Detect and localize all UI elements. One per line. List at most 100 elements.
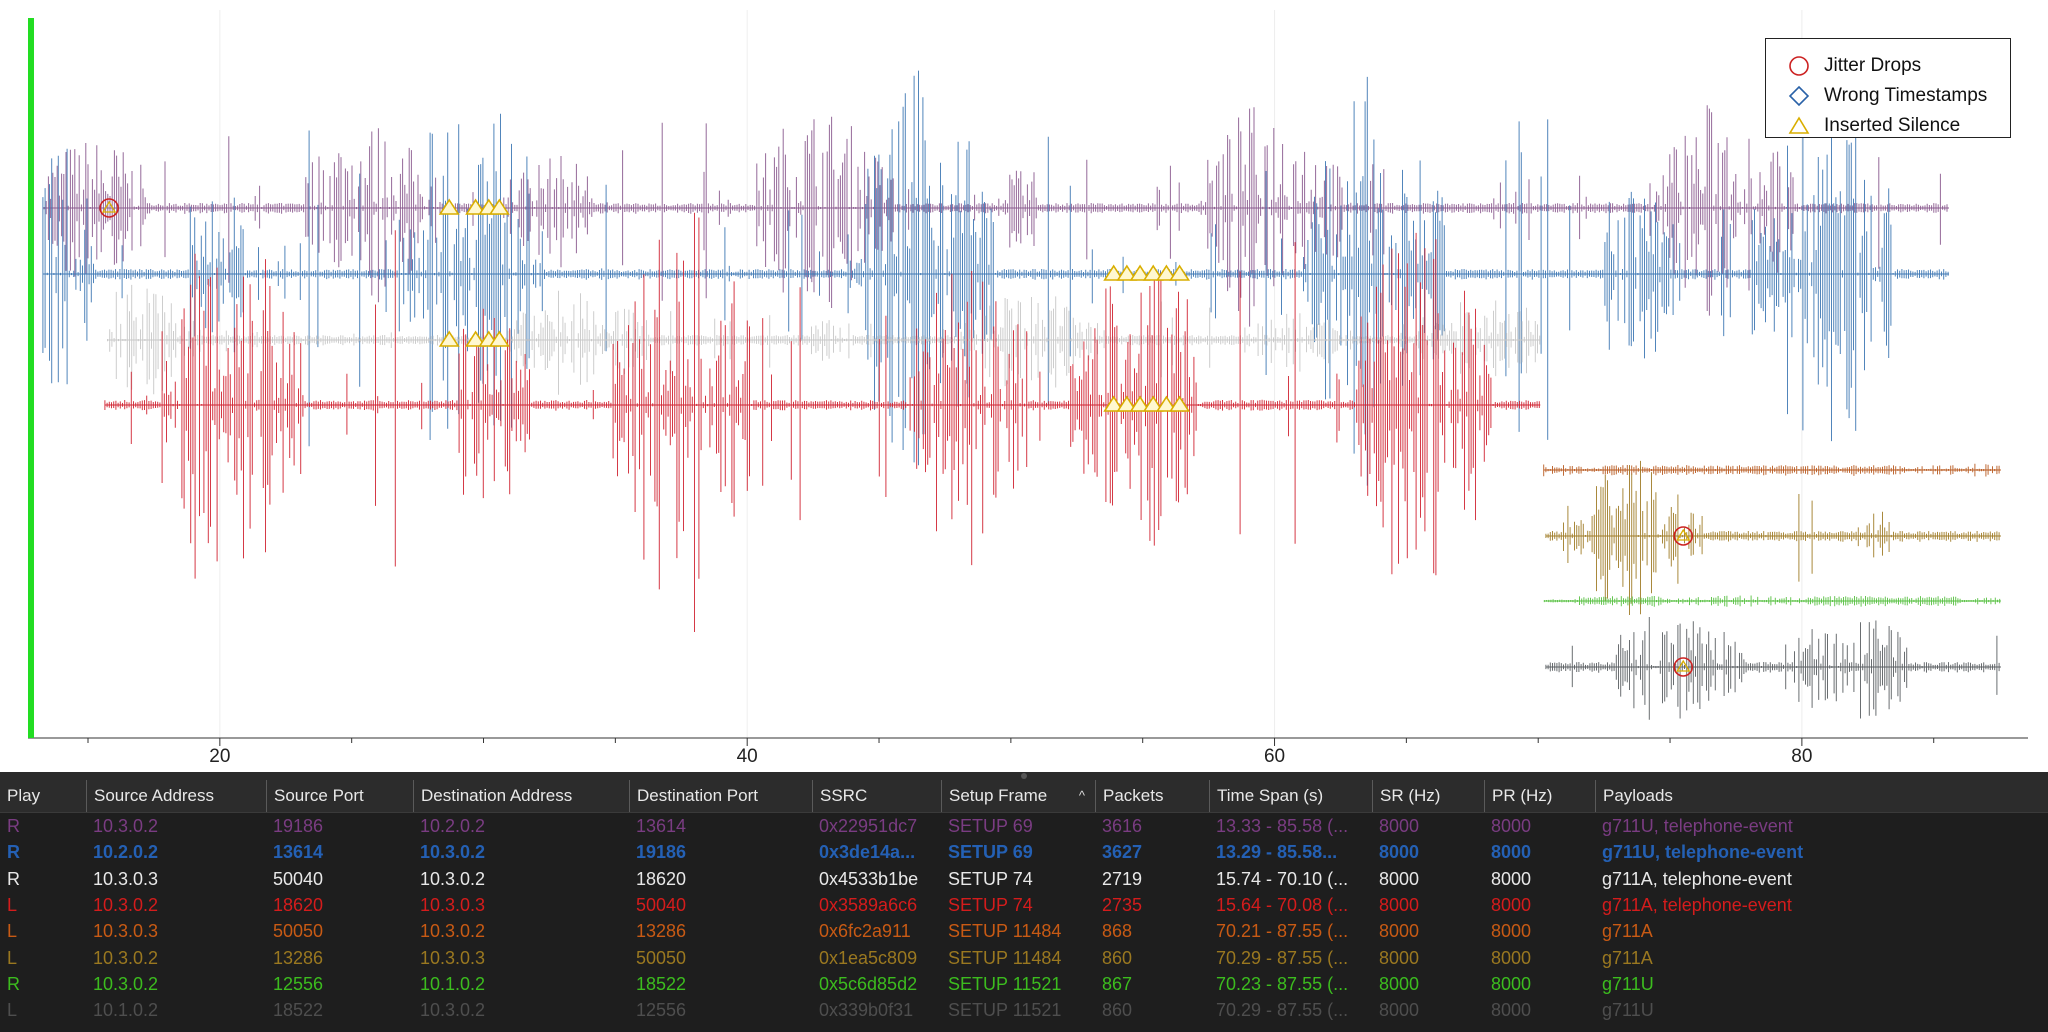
table-row[interactable]: R 10.3.0.2 12556 10.1.0.2 18522 0x5c6d85d2 SET… [0,971,2048,997]
column-header-ssrc[interactable]: SSRC [812,780,941,812]
table-row[interactable]: L 10.3.0.2 13286 10.3.0.3 50050 0x1ea5c809 SET… [0,945,2048,971]
column-header-play[interactable]: Play [7,786,41,805]
cell-play[interactable]: R [7,842,20,863]
inserted-silence-marker [1116,264,1138,281]
cell-destination-port: 13286 [636,921,687,942]
inserted-silence-marker [465,198,487,215]
circle-marker-icon [1789,56,1809,76]
column-header-label: Setup Frame [949,786,1048,805]
cell-time-span: 15.74 - 70.10 (... [1216,868,1349,889]
cell-source-port: 12556 [273,973,324,994]
cell-destination-port: 18620 [636,868,687,889]
column-header-time-span[interactable]: Time Span (s) [1209,780,1372,812]
inserted-silence-marker [1116,395,1138,412]
column-header-packets[interactable]: Packets [1095,780,1209,812]
cell-pr: 8000 [1491,842,1532,863]
cell-time-span: 70.29 - 87.55 (... [1216,947,1349,968]
column-header-destination-address[interactable]: Destination Address [413,780,629,812]
cell-destination-address: 10.1.0.2 [420,973,486,994]
cell-source-port: 50040 [273,868,324,889]
waveform-plot[interactable]: 20 40 60 80 Jitter Drops Wrong Timestamps I… [0,0,2048,772]
cell-setup-frame: SETUP 11521 [948,1000,1062,1021]
x-axis-tick-label: 80 [1791,746,1812,767]
cell-pr: 8000 [1491,894,1532,915]
pane-splitter[interactable] [0,772,2048,780]
cell-time-span: 70.23 - 87.55 (... [1216,973,1349,994]
cell-ssrc: 0x1ea5c809 [819,947,918,968]
diamond-marker-icon [1788,85,1810,107]
jitter-drop-marker [1673,657,1694,677]
stream-waveform [1545,460,2000,615]
cell-time-span: 13.29 - 85.58... [1216,842,1338,863]
column-header-source-port[interactable]: Source Port [266,780,413,812]
cell-source-address: 10.3.0.2 [93,816,159,836]
legend-label: Inserted Silence [1824,115,1961,136]
cell-play[interactable]: R [7,816,20,836]
cell-packets: 2719 [1102,868,1143,889]
cell-play[interactable]: L [7,947,18,968]
legend-item-wrong-timestamps: Wrong Timestamps [1786,81,1987,111]
cell-payloads: g711A, telephone-event [1602,894,1792,915]
table-row[interactable]: R 10.2.0.2 13614 10.3.0.2 19186 0x3de14a... SE… [0,839,2048,865]
column-header-sr[interactable]: SR (Hz) [1372,780,1484,812]
cell-source-address: 10.1.0.2 [93,1000,159,1021]
x-axis-tick-label: 20 [209,746,230,767]
waveform-canvas[interactable]: 20 40 60 80 [0,0,2048,772]
splitter-handle-icon[interactable] [1021,773,1027,779]
cell-destination-address: 10.3.0.2 [420,842,486,863]
inserted-silence-marker [1142,264,1164,281]
cell-pr: 8000 [1491,947,1532,968]
inserted-silence-marker [1129,395,1151,412]
cell-play[interactable]: L [7,894,18,915]
legend-item-jitter-drops: Jitter Drops [1786,51,1921,81]
cell-payloads: g711U [1602,973,1654,994]
cell-play[interactable]: R [7,973,20,994]
column-header-payloads[interactable]: Payloads [1595,780,2048,812]
cell-destination-address: 10.3.0.2 [420,921,486,942]
cell-packets: 860 [1102,1000,1133,1021]
table-row[interactable]: R 10.3.0.3 50040 10.3.0.2 18620 0x4533b1be SET… [0,866,2048,892]
cell-play[interactable]: L [7,921,18,942]
cell-setup-frame: SETUP 11484 [948,921,1062,942]
table-row[interactable]: R 10.3.0.2 19186 10.2.0.2 13614 0x22951dc7 SET… [0,813,2048,839]
stream-waveform [104,212,1540,632]
column-header-source-address[interactable]: Source Address [86,780,266,812]
cell-play[interactable]: R [7,868,20,889]
cell-ssrc: 0x339b0f31 [819,1000,914,1021]
cell-payloads: g711U, telephone-event [1602,842,1804,863]
stream-waveform [43,105,1948,327]
cell-source-address: 10.3.0.2 [93,973,159,994]
cell-packets: 3616 [1102,816,1143,836]
cell-pr: 8000 [1491,1000,1532,1021]
cell-time-span: 13.33 - 85.58 (... [1216,816,1349,836]
sort-ascending-icon: ^ [1078,788,1085,803]
column-header-setup-frame[interactable]: Setup Frame ^ [941,780,1095,812]
cell-time-span: 15.64 - 70.08 (... [1216,894,1349,915]
cell-packets: 860 [1102,947,1133,968]
column-header-pr[interactable]: PR (Hz) [1484,780,1595,812]
cell-payloads: g711U, telephone-event [1602,816,1793,836]
stream-waveform [1545,617,2000,720]
cell-time-span: 70.21 - 87.55 (... [1216,921,1349,942]
cell-destination-port: 50040 [636,894,687,915]
legend-label: Jitter Drops [1824,55,1922,76]
cell-destination-port: 19186 [636,842,687,863]
inserted-silence-marker [1169,395,1191,412]
cell-source-port: 13286 [273,947,324,968]
stream-table[interactable]: Play Source Address Source Port Destinat… [0,780,2048,1032]
table-row[interactable]: L 10.3.0.3 50050 10.3.0.2 13286 0x6fc2a911 SET… [0,918,2048,944]
column-header-destination-port[interactable]: Destination Port [629,780,812,812]
table-row[interactable]: L 10.1.0.2 18522 10.3.0.2 12556 0x339b0f31 SET… [0,997,2048,1023]
cell-setup-frame: SETUP 74 [948,868,1033,889]
cell-play[interactable]: L [7,1000,18,1021]
inserted-silence-marker [1142,395,1164,412]
cell-setup-frame: SETUP 74 [948,894,1033,915]
cell-setup-frame: SETUP 69 [948,816,1033,836]
cell-source-address: 10.3.0.3 [93,868,159,889]
cell-ssrc: 0x4533b1be [819,868,919,889]
stream-waveform [42,70,1949,486]
cell-source-address: 10.3.0.2 [93,947,159,968]
cell-source-port: 18522 [273,1000,324,1021]
cell-sr: 8000 [1379,868,1420,889]
table-row[interactable]: L 10.3.0.2 18620 10.3.0.3 50040 0x3589a6c6 SET… [0,892,2048,918]
